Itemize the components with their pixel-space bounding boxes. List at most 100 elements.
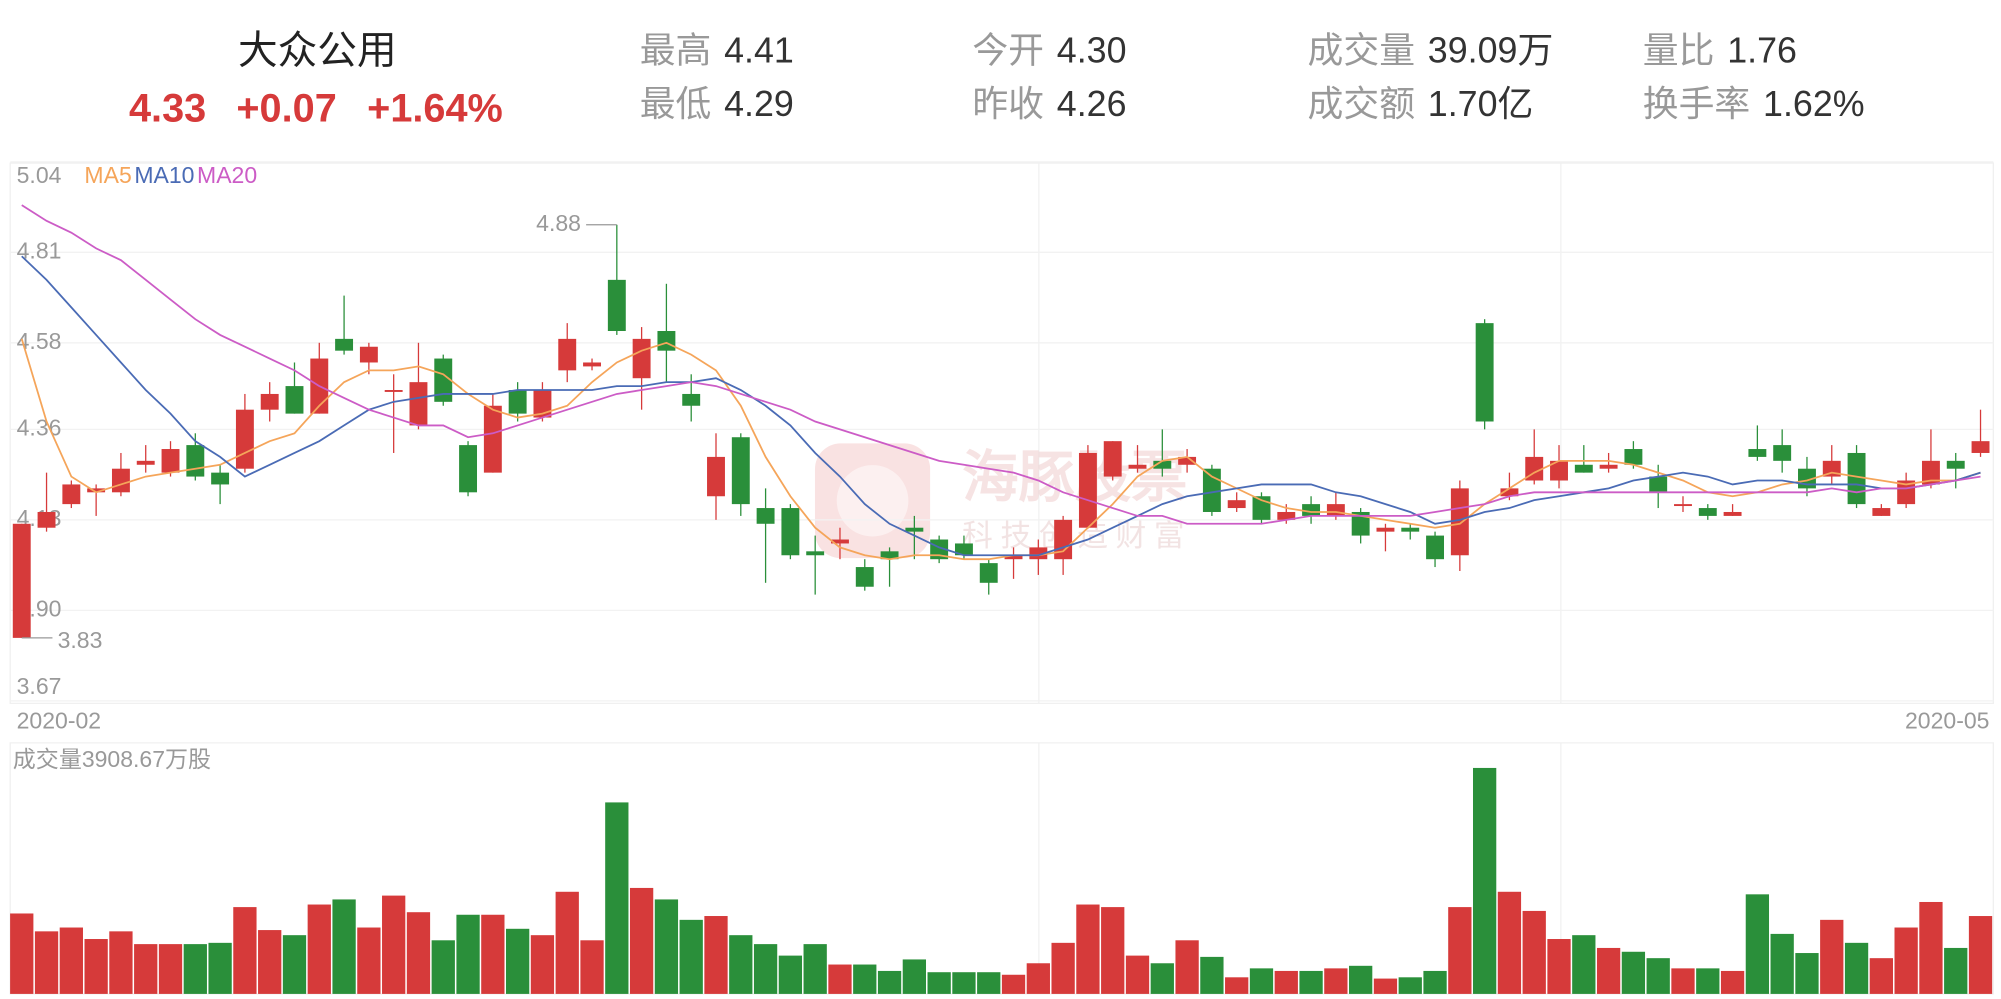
candle-body bbox=[161, 449, 180, 473]
volume-bar bbox=[1795, 953, 1819, 994]
watermark: 海豚股票 科技创造财富 bbox=[814, 443, 1192, 559]
candle-body bbox=[1946, 460, 1965, 469]
low-label: 3.83 bbox=[58, 627, 103, 653]
volume-bar bbox=[1026, 963, 1050, 994]
stat-label: 成交额 bbox=[1308, 85, 1415, 125]
volume-bar bbox=[828, 964, 852, 994]
volume-bar bbox=[853, 964, 877, 994]
candle-body bbox=[558, 338, 577, 371]
volume-bar bbox=[431, 940, 455, 994]
candle-body bbox=[1500, 488, 1519, 497]
ma-line bbox=[20, 338, 1981, 561]
volume-bar bbox=[1051, 942, 1075, 994]
stat-label: 换手率 bbox=[1643, 85, 1750, 125]
volume-bar bbox=[530, 935, 555, 994]
candle-body bbox=[954, 543, 973, 556]
candle-body bbox=[632, 338, 651, 379]
volume-bar bbox=[1150, 963, 1174, 994]
volume-bar bbox=[753, 944, 778, 994]
candle-body bbox=[136, 460, 155, 465]
volume-bar bbox=[84, 939, 108, 994]
candle-body bbox=[1748, 449, 1767, 457]
candle-body bbox=[111, 468, 130, 493]
volume-bar bbox=[233, 907, 257, 994]
candle-body bbox=[533, 390, 552, 418]
x-tick-label: 2020-05 bbox=[1905, 708, 1989, 734]
volume-bar bbox=[1671, 968, 1695, 994]
volume-bar bbox=[1101, 907, 1125, 994]
ma-line bbox=[21, 204, 1981, 525]
volume-bar bbox=[1596, 947, 1621, 994]
candle-body bbox=[682, 393, 701, 406]
volume-bar bbox=[1720, 970, 1745, 994]
candle-body bbox=[831, 539, 849, 544]
stat-value: 4.41 bbox=[724, 31, 794, 71]
candle-body bbox=[1971, 441, 1990, 453]
candle-body bbox=[1202, 468, 1221, 512]
candle-body bbox=[1004, 555, 1023, 560]
volume-bar bbox=[1299, 970, 1323, 994]
volume-bar bbox=[10, 913, 34, 994]
volume-bar bbox=[258, 930, 282, 994]
stat: 量比 1.76 bbox=[1643, 31, 1797, 71]
volume-bar bbox=[927, 972, 951, 994]
candle-body bbox=[1649, 476, 1668, 493]
candle-body bbox=[1674, 504, 1692, 507]
candle-body bbox=[1078, 452, 1097, 528]
candle-body bbox=[1550, 460, 1568, 481]
candle-body bbox=[731, 437, 750, 505]
candle-body bbox=[1872, 508, 1891, 516]
volume-bar bbox=[1696, 968, 1720, 994]
stock-name: 大众公用 bbox=[238, 29, 397, 73]
volume-bar bbox=[729, 935, 753, 994]
candle-body bbox=[1921, 460, 1940, 485]
stat-label: 今开 bbox=[972, 31, 1044, 71]
candle-body bbox=[1847, 452, 1866, 505]
volume-bar bbox=[1820, 919, 1844, 994]
volume-bar bbox=[704, 916, 728, 994]
volume-bar bbox=[34, 931, 59, 994]
watermark-brand: 海豚股票 bbox=[962, 446, 1187, 509]
volume-bar bbox=[629, 887, 654, 994]
candle-body bbox=[607, 279, 626, 332]
volume-bar bbox=[1869, 958, 1893, 994]
stat: 今开 4.30 bbox=[972, 31, 1126, 71]
candle-body bbox=[1773, 445, 1792, 461]
price-panel bbox=[9, 162, 1994, 705]
volume-bar bbox=[654, 899, 679, 994]
candle-body bbox=[1574, 464, 1593, 473]
candle-body bbox=[855, 567, 874, 587]
volume-bar bbox=[406, 912, 431, 994]
x-tick-label: 2020-02 bbox=[17, 708, 101, 734]
watermark-slogan: 科技创造财富 bbox=[962, 519, 1192, 553]
candle-body bbox=[1897, 480, 1916, 505]
stat: 最高 4.41 bbox=[640, 31, 794, 71]
volume-bar bbox=[1324, 968, 1348, 994]
stat-value: 1.76 bbox=[1727, 31, 1797, 71]
volume-bar bbox=[1001, 974, 1026, 994]
candle-body bbox=[1599, 464, 1618, 469]
volume-bar bbox=[977, 972, 1001, 994]
volume-bar bbox=[1919, 901, 1943, 994]
volume-bar bbox=[1497, 891, 1522, 994]
volume-bar bbox=[679, 919, 703, 994]
stat: 换手率 1.62% bbox=[1643, 85, 1865, 125]
y-tick-label: 4.58 bbox=[17, 328, 62, 354]
volume-bar bbox=[208, 942, 232, 994]
candle-body bbox=[384, 390, 403, 392]
volume-bar bbox=[1745, 894, 1770, 994]
candle-body bbox=[1227, 500, 1246, 509]
candle-body bbox=[260, 393, 279, 410]
volume-title: 成交量3908.67万股 bbox=[13, 746, 211, 772]
volume-bar bbox=[1770, 933, 1794, 994]
stat-label: 最低 bbox=[640, 85, 712, 125]
candle-body bbox=[1178, 456, 1197, 465]
volume-bar bbox=[1200, 956, 1224, 994]
stat-value: 4.30 bbox=[1057, 31, 1127, 71]
stat-value: 1.70亿 bbox=[1428, 85, 1534, 125]
price: 4.33 bbox=[129, 86, 206, 130]
volume-bar bbox=[778, 955, 803, 994]
candle-body bbox=[1153, 460, 1172, 469]
candle-body bbox=[1326, 504, 1345, 516]
volume-bar bbox=[1373, 978, 1398, 994]
